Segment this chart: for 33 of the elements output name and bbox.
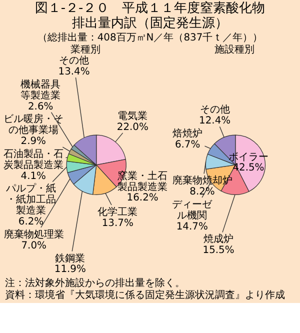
slice-label: その他 [59, 54, 90, 67]
slice-label: 焙焼炉 [172, 128, 203, 140]
data-label: 14.7% [176, 221, 208, 232]
chart-title: 施設種別 [214, 44, 254, 56]
data-label: 4.1% [20, 170, 46, 182]
data-label: 15.5% [202, 245, 234, 256]
data-label: 13.4% [58, 66, 90, 78]
data-label: 2.9% [20, 136, 46, 148]
data-label: 12.4% [199, 116, 231, 127]
slice-label: 窯業・土石製品製造業 [118, 170, 168, 193]
caption: 図１-２-２０ 平成１１年度窒素酸化物排出量内訳（固定発生源） [34, 0, 266, 31]
data-label: 16.2% [126, 192, 158, 204]
slice-label: 機械器具等製造業 [20, 78, 61, 102]
chart-title: 業種別 [70, 44, 100, 56]
slice-label: 焼成炉 [204, 233, 234, 246]
text: 注：法対象外施設からの排出量を除く。 [4, 277, 185, 290]
data-label: 6.2% [18, 216, 44, 228]
slice-label: パルプ・紙・紙加工品製造業 [4, 182, 56, 217]
slice-label: 電気業 [118, 110, 148, 122]
data-label: 6.7% [174, 139, 200, 150]
text: 資料：環境省『大気環境に係る固定発生源状況調査』より作成 [4, 289, 285, 302]
data-label: 7.0% [21, 240, 46, 252]
slice-label: 化学工業 [98, 206, 138, 218]
data-label: 2.6% [28, 101, 54, 112]
slice-label: その他 [200, 104, 230, 116]
data-label: 22.0% [116, 122, 148, 133]
slice-label: 廃棄物処理業 [4, 228, 64, 240]
data-label: 13.7% [102, 218, 134, 229]
data-label: 11.9% [54, 264, 86, 276]
text: （総排出量：408百万㎥N／年（837千ｔ／年）） [37, 32, 263, 44]
slice-label: 鉄鋼業 [55, 252, 86, 264]
slice-label: ディーゼル機関 [172, 199, 214, 222]
legend-label: 石油製品・石炭製品製造業 [3, 148, 64, 171]
